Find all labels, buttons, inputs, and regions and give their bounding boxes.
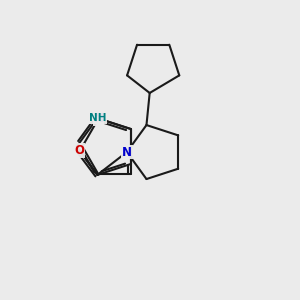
Text: N: N bbox=[94, 112, 103, 125]
Text: N: N bbox=[122, 146, 132, 158]
Text: NH: NH bbox=[88, 113, 106, 123]
Text: O: O bbox=[74, 144, 84, 157]
